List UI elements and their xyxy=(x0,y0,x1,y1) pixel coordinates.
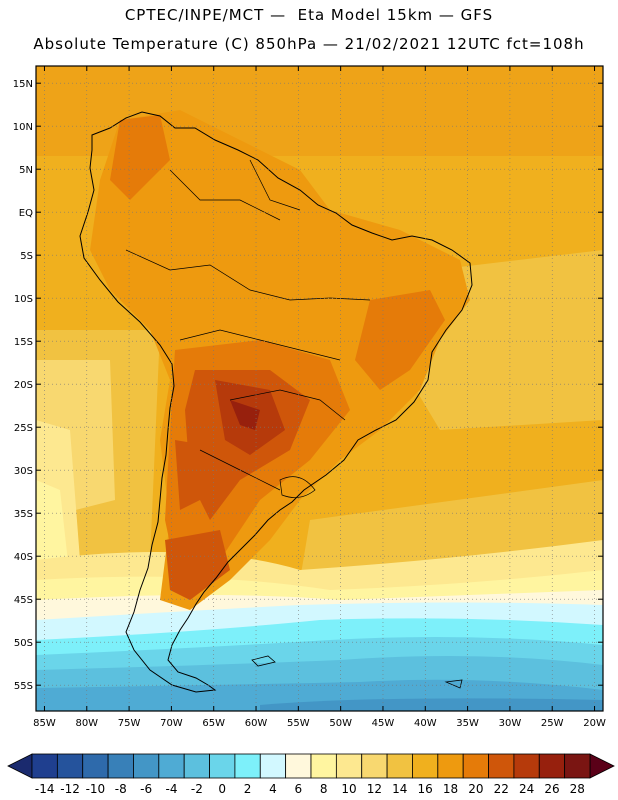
lat-label: 30S xyxy=(14,466,33,477)
map-title-line1: CPTEC/INPE/MCT — Eta Model 15km — GFS xyxy=(124,6,494,24)
lon-label: 55W xyxy=(287,718,310,729)
map-frame xyxy=(35,65,604,712)
colorbar-swatch xyxy=(158,753,185,779)
colorbar-swatch xyxy=(183,753,210,779)
colorbar-label: -14 xyxy=(35,782,55,796)
colorbar-swatch xyxy=(335,753,363,779)
longitude-labels: 85W 80W 75W 70W 65W 60W 55W 50W 45W 40W 35W 30W 25W 2… xyxy=(33,718,606,729)
lon-label: 20W xyxy=(583,718,606,729)
colorbar-label: 28 xyxy=(570,782,585,796)
colorbar-label: 10 xyxy=(341,782,356,796)
colorbar-swatch xyxy=(107,753,134,779)
colorbar-label: 8 xyxy=(320,782,328,796)
lon-label: 25W xyxy=(541,718,564,729)
lon-label: 65W xyxy=(202,718,225,729)
lon-label: 60W xyxy=(245,718,268,729)
colorbar-swatch xyxy=(564,753,591,779)
colorbar-label: -2 xyxy=(191,782,203,796)
lon-label: 75W xyxy=(118,718,141,729)
colorbar-swatch xyxy=(538,753,566,779)
colorbar-swatch xyxy=(386,753,413,779)
colorbar-label: -4 xyxy=(166,782,178,796)
colorbar-label: 18 xyxy=(443,782,458,796)
lat-label: 25S xyxy=(14,423,33,434)
colorbar-swatch xyxy=(133,753,160,779)
lat-label: 10S xyxy=(14,294,33,305)
colorbar-label: -8 xyxy=(115,782,127,796)
colorbar-label: 22 xyxy=(494,782,509,796)
lat-label: 5N xyxy=(19,165,33,176)
colorbar-swatch xyxy=(209,753,236,779)
colorbar-swatch xyxy=(31,753,58,779)
colorbar-label: -6 xyxy=(140,782,152,796)
colorbar-swatch xyxy=(361,753,388,779)
lat-label: 15S xyxy=(14,337,33,348)
colorbar-label: -10 xyxy=(86,782,106,796)
gridlines xyxy=(36,66,603,711)
temperature-field xyxy=(36,66,603,711)
colorbar-label: 24 xyxy=(519,782,534,796)
lat-label: 15N xyxy=(13,79,33,90)
colorbar-label: 12 xyxy=(367,782,382,796)
colorbar-label: 2 xyxy=(244,782,252,796)
lon-label: 85W xyxy=(33,718,56,729)
lon-label: 50W xyxy=(329,718,352,729)
colorbar-under-arrow xyxy=(7,753,33,779)
colorbar-swatch xyxy=(285,753,312,779)
latitude-labels: 15N 10N 5N EQ 5S 10S 15S 20S 25S 30S 35S 40S 45S 50S 5… xyxy=(13,79,33,692)
colorbar-label: -12 xyxy=(60,782,80,796)
colorbar-over-arrow xyxy=(589,753,615,779)
map-title-line2: Absolute Temperature (C) 850hPa — 21/02/… xyxy=(33,35,585,53)
lon-label: 70W xyxy=(160,718,183,729)
lon-label: 35W xyxy=(456,718,479,729)
lat-label: 20S xyxy=(14,380,33,391)
lon-label: 40W xyxy=(414,718,437,729)
lon-label: 30W xyxy=(499,718,522,729)
lat-label: 5S xyxy=(20,251,33,262)
lat-label: EQ xyxy=(19,208,33,219)
lat-label: 40S xyxy=(14,552,33,563)
lon-label: 80W xyxy=(75,718,98,729)
colorbar-swatch xyxy=(488,753,515,779)
colorbar-label: 16 xyxy=(417,782,432,796)
colorbar: -14 -12 -10 -8 -6 -4 -2 0 2 4 6 8 10 12 14 16 18 20 22 24 26… xyxy=(7,753,615,796)
colorbar-swatch xyxy=(462,753,489,779)
colorbar-swatch xyxy=(234,753,261,779)
colorbar-label: 0 xyxy=(218,782,226,796)
lat-label: 35S xyxy=(14,509,33,520)
lat-label: 55S xyxy=(14,681,33,692)
colorbar-label: 26 xyxy=(544,782,559,796)
lat-label: 50S xyxy=(14,638,33,649)
colorbar-swatch xyxy=(412,753,439,779)
colorbar-swatch xyxy=(259,753,287,779)
colorbar-swatch xyxy=(56,753,84,779)
colorbar-swatch xyxy=(513,753,540,779)
colorbar-label: 6 xyxy=(294,782,302,796)
colorbar-label: 14 xyxy=(392,782,407,796)
lat-label: 10N xyxy=(13,122,33,133)
colorbar-swatch xyxy=(310,753,337,779)
colorbar-swatch xyxy=(82,753,109,779)
lat-label: 45S xyxy=(14,595,33,606)
colorbar-swatch xyxy=(437,753,464,779)
colorbar-label: 4 xyxy=(269,782,277,796)
lon-label: 45W xyxy=(372,718,395,729)
colorbar-label: 20 xyxy=(468,782,483,796)
